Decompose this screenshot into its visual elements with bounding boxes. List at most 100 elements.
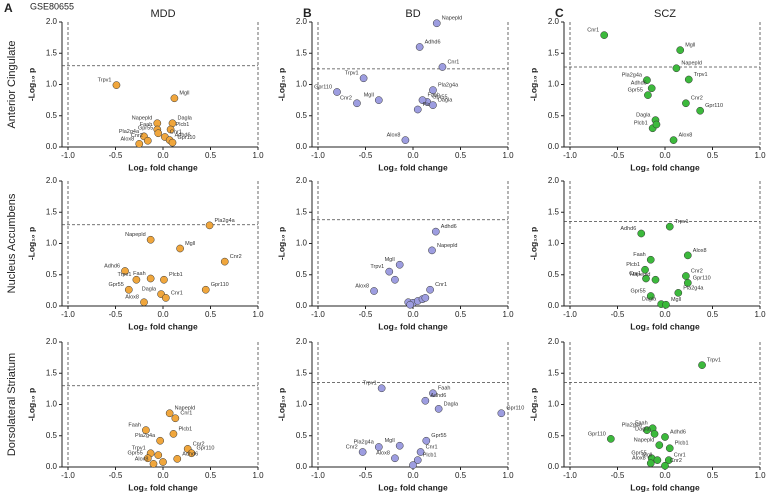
y-tick-label: 0.0: [46, 462, 58, 471]
gene-label: Cnr1: [170, 129, 182, 135]
y-tick-label: 0.0: [46, 301, 58, 310]
x-tick-label: 0.5: [205, 310, 217, 319]
y-tick-label: 1.5: [296, 368, 308, 377]
y-tick-label: 2.0: [46, 17, 58, 26]
x-tick-label: 0.5: [455, 471, 467, 480]
gene-label: Dagla: [142, 287, 157, 293]
column-title: SCZ: [654, 8, 676, 20]
gene-label: Gpr55: [630, 288, 645, 294]
gene-label: Gpr55: [431, 433, 446, 439]
gene-label: Faah: [133, 271, 146, 277]
gene-point: [651, 275, 660, 284]
gene-label: Gpr55: [631, 451, 646, 457]
gene-point: [154, 129, 163, 138]
gene-label: Cnr1: [180, 411, 192, 417]
row-title: Dorsolateral Striatum: [6, 353, 18, 456]
y-tick-label: 1.0: [548, 239, 560, 248]
gene-point: [333, 88, 341, 96]
gene-label: Plcb1: [169, 272, 183, 278]
gene-label: Dagla: [636, 113, 651, 119]
gene-point: [160, 275, 168, 284]
y-tick-label: 1.0: [46, 80, 58, 89]
gene-label: Faah: [428, 93, 441, 99]
x-tick-label: -1.0: [61, 151, 75, 160]
gene-label: Adhd6: [425, 39, 441, 45]
y-tick-label: 0.0: [296, 142, 308, 151]
gene-point: [643, 426, 651, 434]
gene-label: Gpr55: [128, 451, 143, 457]
gene-label: Pla2g4a: [622, 73, 643, 79]
gene-point: [385, 267, 394, 276]
gene-point: [395, 441, 404, 450]
x-tick-label: -1.0: [563, 310, 577, 319]
gene-point: [646, 292, 655, 300]
gene-label: Gpr110: [588, 431, 606, 437]
gene-point: [173, 455, 182, 463]
x-tick-label: -0.5: [109, 151, 123, 160]
gene-label: Pla2g4a: [622, 423, 643, 429]
gene-label: Gpr55: [138, 126, 153, 132]
gene-label: Plcb1: [634, 121, 648, 127]
y-tick-label: 2.0: [296, 17, 308, 26]
x-axis-label: Log₂ fold change: [630, 162, 700, 172]
y-tick-label: 0.0: [46, 142, 58, 151]
y-tick-label: 1.0: [296, 80, 308, 89]
y-tick-label: 1.0: [548, 400, 560, 409]
row-title: Nucleus Accumbens: [6, 193, 18, 293]
gene-label: Mgll: [642, 453, 652, 459]
gene-label: Napepld: [437, 243, 458, 249]
x-tick-label: 0.5: [707, 310, 719, 319]
gene-label: Cnr1: [426, 444, 438, 450]
gene-label: Gpr110: [693, 275, 711, 281]
gene-point: [421, 294, 430, 302]
x-tick-label: -1.0: [311, 471, 325, 480]
gene-point: [682, 99, 690, 108]
x-tick-label: -1.0: [61, 310, 75, 319]
gene-label: Dagla: [635, 426, 650, 432]
gene-label: Cnr2: [691, 268, 703, 274]
gene-point: [661, 461, 669, 470]
gene-point: [429, 101, 437, 109]
gene-point: [377, 384, 386, 393]
gene-label: Trpv1: [118, 272, 132, 278]
gene-point: [353, 99, 361, 108]
x-tick-label: -0.5: [359, 310, 373, 319]
gene-label: Napepld: [634, 438, 655, 444]
gene-label: Alox8: [679, 133, 693, 139]
y-tick-label: 0.5: [46, 111, 58, 120]
gene-label: Mgll: [385, 438, 395, 444]
gene-label: Cnr1: [435, 282, 447, 288]
gene-label: Cnr1: [674, 453, 686, 459]
gene-point: [669, 136, 678, 144]
gene-point: [142, 426, 150, 434]
y-tick-label: 1.0: [46, 239, 58, 248]
gene-point: [168, 138, 177, 147]
y-tick-label: 0.0: [548, 142, 560, 151]
y-tick-label: 2.0: [548, 17, 560, 26]
gene-point: [664, 456, 673, 464]
gene-label: Trpv1: [707, 358, 721, 364]
y-tick-label: 0.0: [296, 462, 308, 471]
gene-point: [422, 436, 431, 445]
gene-label: Plcb1: [423, 453, 437, 459]
gene-label: Alox8: [355, 283, 369, 289]
gene-label: Dagla: [642, 297, 657, 303]
gene-label: Gpr55: [432, 94, 447, 100]
panel-letter: B: [303, 6, 312, 20]
y-tick-label: 0.5: [548, 111, 560, 120]
gene-label: Mgll: [671, 297, 681, 303]
gene-point: [684, 75, 693, 84]
x-axis-label: Log₂ fold change: [378, 321, 448, 331]
gene-label: Gpr110: [211, 282, 229, 288]
y-tick-label: 2.0: [296, 176, 308, 185]
gene-point: [124, 285, 133, 294]
y-tick-label: 0.0: [296, 301, 308, 310]
gene-label: Cnr2: [670, 458, 682, 464]
y-tick-label: 0.5: [548, 431, 560, 440]
gene-point: [665, 222, 674, 231]
y-tick-label: 0.5: [548, 270, 560, 279]
gene-point: [652, 120, 661, 129]
gene-point: [140, 298, 148, 307]
gene-point: [132, 275, 141, 284]
